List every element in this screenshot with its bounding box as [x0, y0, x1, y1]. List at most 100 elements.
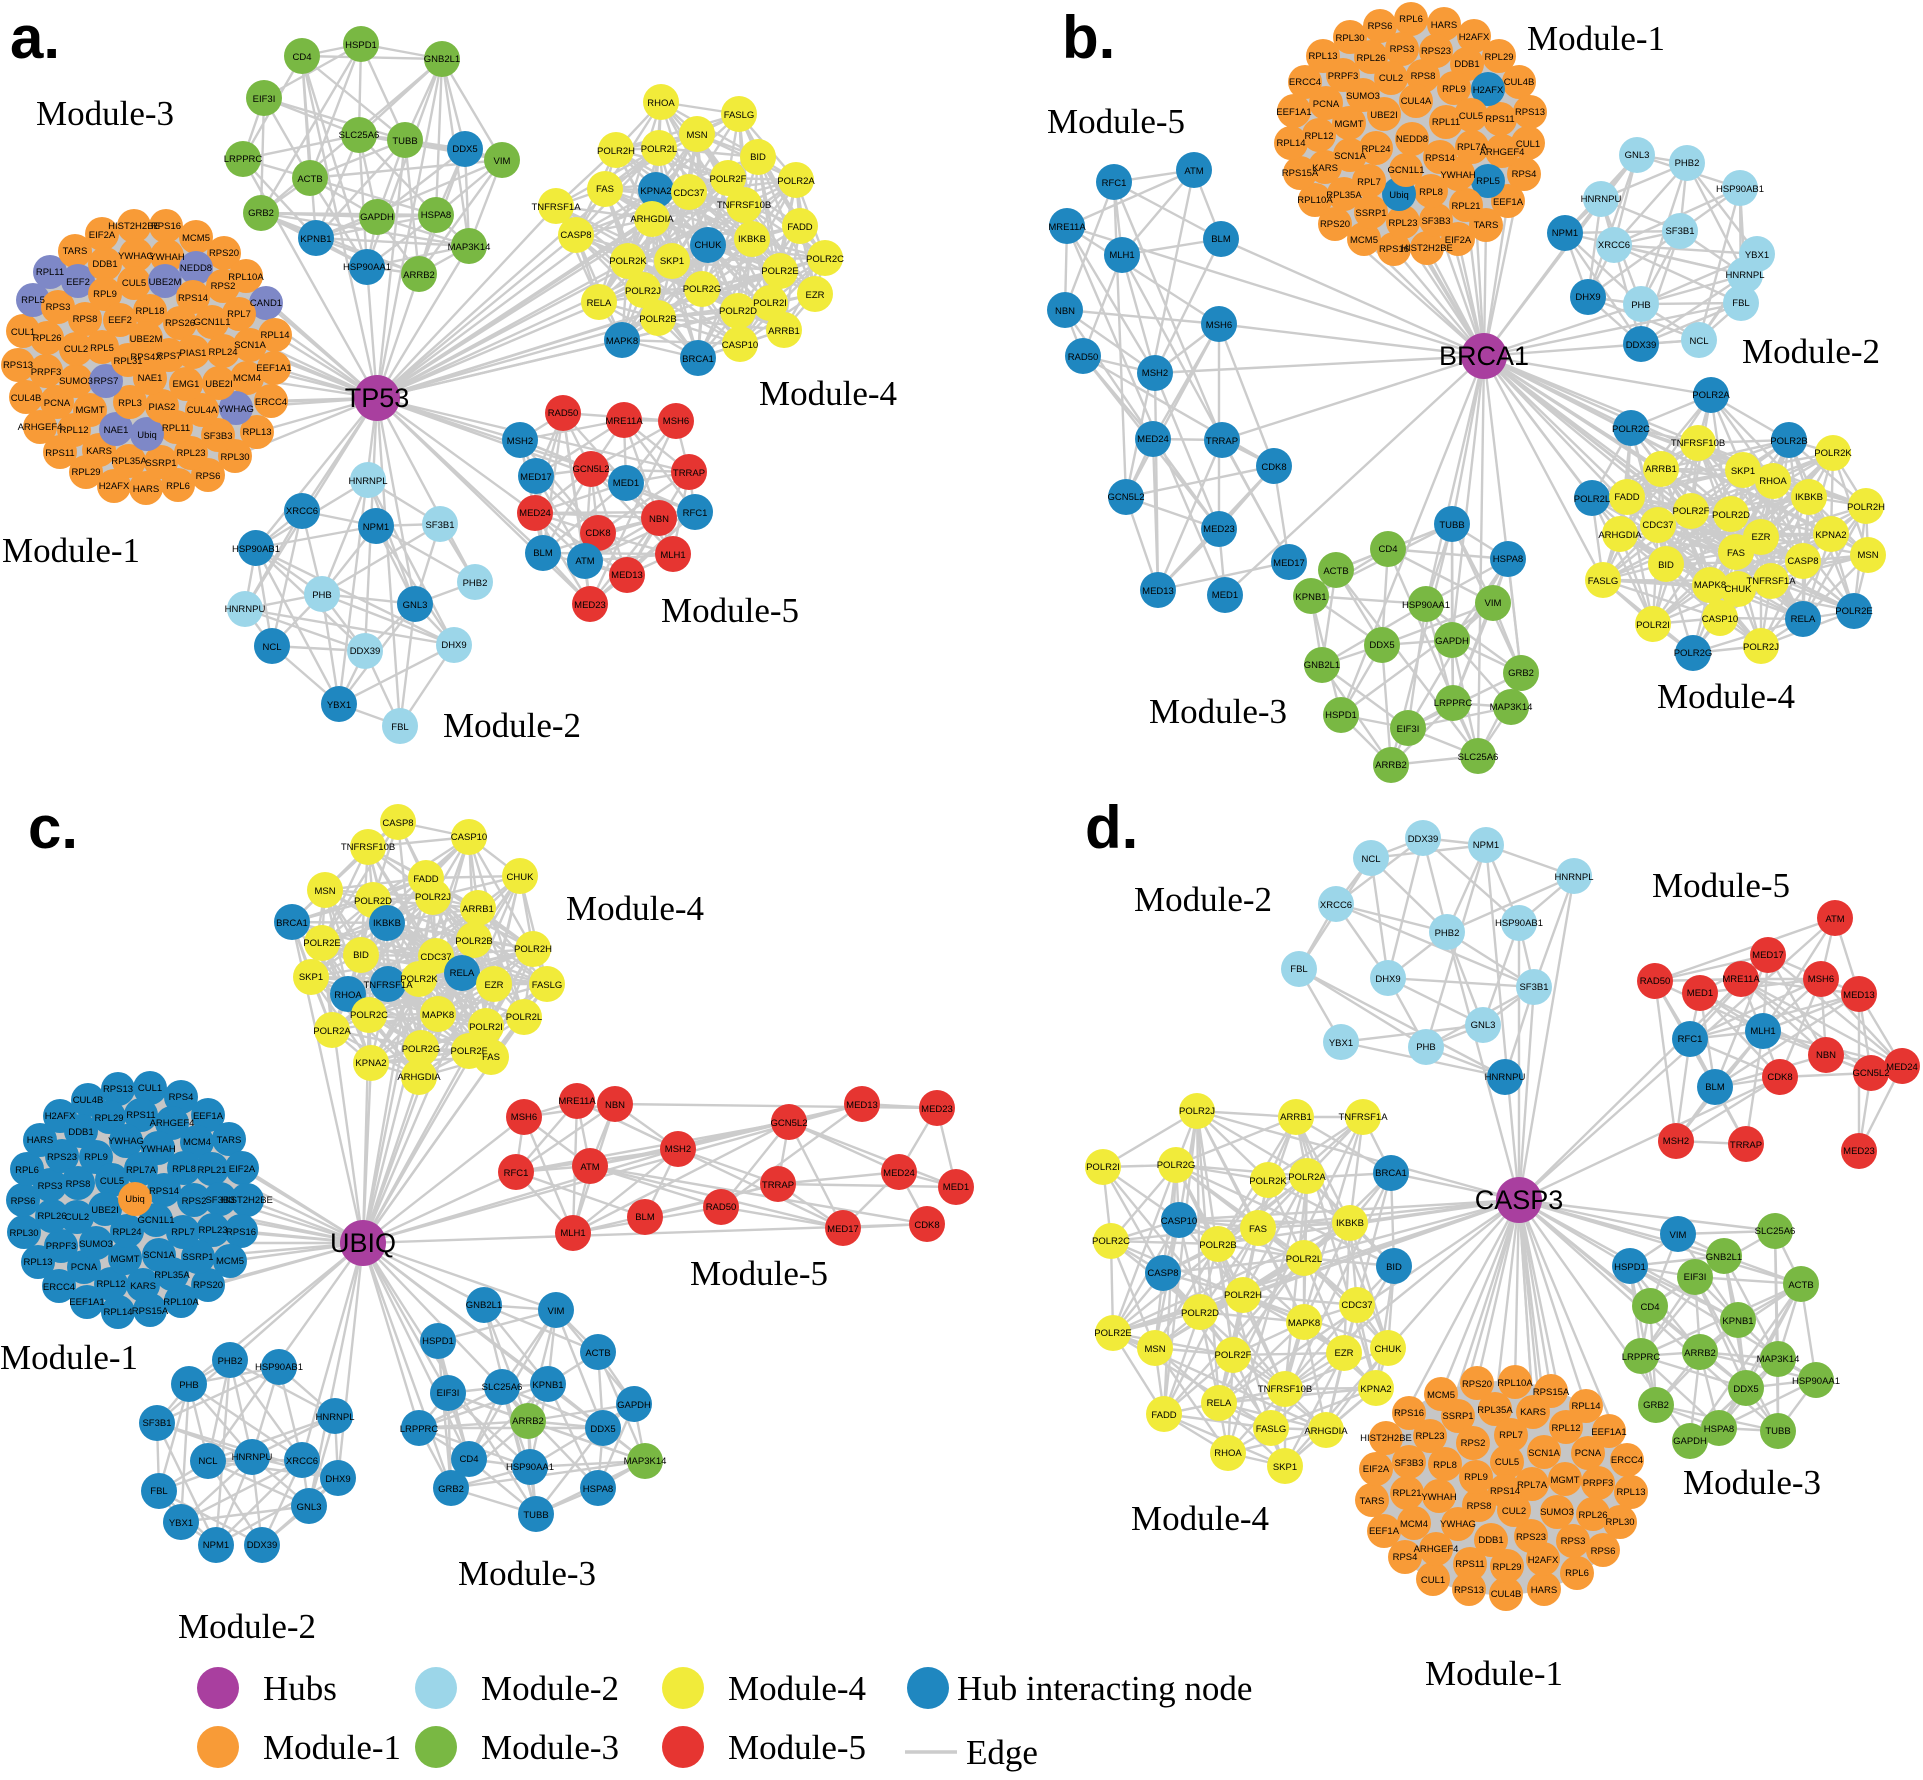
svg-text:Module-5: Module-5: [661, 591, 799, 630]
svg-text:POLR2J: POLR2J: [1179, 1106, 1215, 1117]
svg-text:DDB1: DDB1: [1454, 59, 1479, 70]
svg-text:KPNB1: KPNB1: [1295, 592, 1326, 603]
svg-text:RPS11: RPS11: [1455, 1559, 1484, 1570]
svg-text:ACTB: ACTB: [1788, 1280, 1813, 1291]
svg-text:POLR2J: POLR2J: [625, 286, 661, 297]
svg-text:RPL12: RPL12: [1551, 1423, 1580, 1434]
svg-text:HSPD1: HSPD1: [1614, 1262, 1646, 1273]
svg-text:TARS: TARS: [63, 246, 88, 257]
svg-text:ATM: ATM: [1825, 914, 1844, 925]
svg-text:RAD50: RAD50: [548, 408, 579, 419]
svg-text:RPL29: RPL29: [94, 1113, 123, 1124]
svg-text:RPL30: RPL30: [1335, 33, 1364, 44]
svg-text:CASP3: CASP3: [1475, 1185, 1564, 1215]
svg-text:MAP3K14: MAP3K14: [624, 1456, 667, 1467]
svg-text:RPL9: RPL9: [93, 289, 117, 300]
svg-text:HNRNPU: HNRNPU: [225, 604, 266, 615]
svg-text:MAPK8: MAPK8: [1694, 580, 1726, 591]
svg-text:MSN: MSN: [314, 886, 335, 897]
svg-text:SF3B3: SF3B3: [203, 431, 232, 442]
svg-text:PHB: PHB: [179, 1380, 199, 1391]
svg-text:CUL1: CUL1: [1421, 1575, 1445, 1586]
svg-text:NCL: NCL: [1361, 854, 1380, 865]
svg-text:POLR2L: POLR2L: [506, 1012, 542, 1023]
svg-text:CD4: CD4: [1640, 1302, 1659, 1313]
svg-text:PHB: PHB: [1631, 300, 1651, 311]
svg-text:CDC37: CDC37: [1341, 1300, 1372, 1311]
svg-text:Module-5: Module-5: [728, 1728, 866, 1767]
svg-text:GNL3: GNL3: [297, 1502, 322, 1513]
svg-text:HSPD1: HSPD1: [1325, 710, 1357, 721]
svg-text:EIF3I: EIF3I: [253, 94, 276, 105]
svg-text:POLR2C: POLR2C: [806, 254, 844, 265]
svg-text:MED23: MED23: [574, 600, 606, 611]
svg-text:TRRAP: TRRAP: [1206, 436, 1238, 447]
svg-text:RPS2: RPS2: [211, 281, 236, 292]
svg-text:Edge: Edge: [966, 1733, 1038, 1772]
svg-text:KARS: KARS: [130, 1281, 156, 1292]
svg-text:RPS2: RPS2: [1461, 1438, 1486, 1449]
svg-text:POLR2B: POLR2B: [1199, 1240, 1237, 1251]
svg-text:PIAS2: PIAS2: [149, 402, 176, 413]
svg-text:Ubiq: Ubiq: [125, 1194, 145, 1205]
svg-text:MED23: MED23: [1203, 524, 1235, 535]
svg-text:ARRB2: ARRB2: [1684, 1348, 1716, 1359]
svg-text:DHX9: DHX9: [325, 1474, 350, 1485]
svg-text:DHX9: DHX9: [441, 640, 466, 651]
svg-text:Module-2: Module-2: [1742, 332, 1880, 371]
svg-text:TUBB: TUBB: [523, 1510, 548, 1521]
svg-text:UBE2M: UBE2M: [130, 334, 163, 345]
svg-text:RPL21: RPL21: [1451, 201, 1480, 212]
svg-text:ERCC4: ERCC4: [1611, 1455, 1643, 1466]
svg-text:RPS16: RPS16: [226, 1227, 256, 1238]
svg-text:RPS6: RPS6: [11, 1196, 36, 1207]
svg-text:SSRP1: SSRP1: [182, 1252, 213, 1263]
svg-text:PCNA: PCNA: [1313, 99, 1340, 110]
svg-text:POLR2F: POLR2F: [451, 1046, 488, 1057]
svg-text:RPL26: RPL26: [1578, 1510, 1607, 1521]
svg-text:CASP10: CASP10: [1161, 1216, 1197, 1227]
svg-text:MCM5: MCM5: [1350, 235, 1378, 246]
svg-text:Module-4: Module-4: [1131, 1499, 1269, 1538]
svg-text:RPS3: RPS3: [46, 302, 71, 313]
svg-text:HNRNPU: HNRNPU: [1485, 1072, 1526, 1083]
svg-text:XRCC6: XRCC6: [286, 506, 318, 517]
svg-text:POLR2E: POLR2E: [1835, 606, 1873, 617]
svg-text:POLR2D: POLR2D: [1181, 1308, 1219, 1319]
svg-text:RPL7A: RPL7A: [126, 1165, 157, 1176]
svg-text:RPS3: RPS3: [1561, 1536, 1586, 1547]
svg-text:RAD50: RAD50: [706, 1202, 737, 1213]
svg-text:FBL: FBL: [150, 1486, 167, 1497]
svg-text:CUL4B: CUL4B: [11, 393, 42, 404]
svg-text:Module-2: Module-2: [481, 1669, 619, 1708]
svg-text:KPNA2: KPNA2: [640, 186, 671, 197]
svg-text:YWHAG: YWHAG: [118, 251, 154, 262]
svg-text:RPS8: RPS8: [73, 314, 98, 325]
svg-text:CUL4B: CUL4B: [1491, 1589, 1522, 1600]
svg-text:Ubiq: Ubiq: [1389, 190, 1409, 201]
svg-text:MGMT: MGMT: [1334, 119, 1363, 130]
svg-text:MED1: MED1: [1212, 590, 1238, 601]
svg-text:RHOA: RHOA: [647, 98, 675, 109]
svg-text:HSPA8: HSPA8: [1704, 1424, 1734, 1435]
svg-text:FASLG: FASLG: [1588, 576, 1619, 587]
svg-text:HNRNPL: HNRNPL: [1554, 872, 1593, 883]
svg-text:ARRB1: ARRB1: [1645, 464, 1677, 475]
svg-text:GCN5L2: GCN5L2: [771, 1118, 808, 1129]
svg-text:RPS3: RPS3: [1390, 44, 1415, 55]
svg-text:RPL35A: RPL35A: [154, 1270, 190, 1281]
svg-text:VIM: VIM: [1485, 598, 1502, 609]
svg-text:POLR2E: POLR2E: [303, 938, 341, 949]
svg-text:NPM1: NPM1: [1473, 840, 1499, 851]
svg-text:RPL12: RPL12: [59, 425, 88, 436]
svg-text:RPL35A: RPL35A: [1326, 190, 1362, 201]
svg-text:CDK8: CDK8: [914, 1220, 939, 1231]
svg-text:MCM5: MCM5: [216, 1256, 244, 1267]
svg-text:RPL10A: RPL10A: [163, 1297, 199, 1308]
svg-text:RPL6: RPL6: [166, 481, 190, 492]
svg-text:HSP90AB1: HSP90AB1: [1495, 918, 1543, 929]
svg-text:YBX1: YBX1: [1745, 250, 1769, 261]
svg-text:DDX5: DDX5: [590, 1424, 615, 1435]
svg-text:RPS15A: RPS15A: [132, 1306, 169, 1317]
svg-text:EIF3I: EIF3I: [1684, 1272, 1707, 1283]
